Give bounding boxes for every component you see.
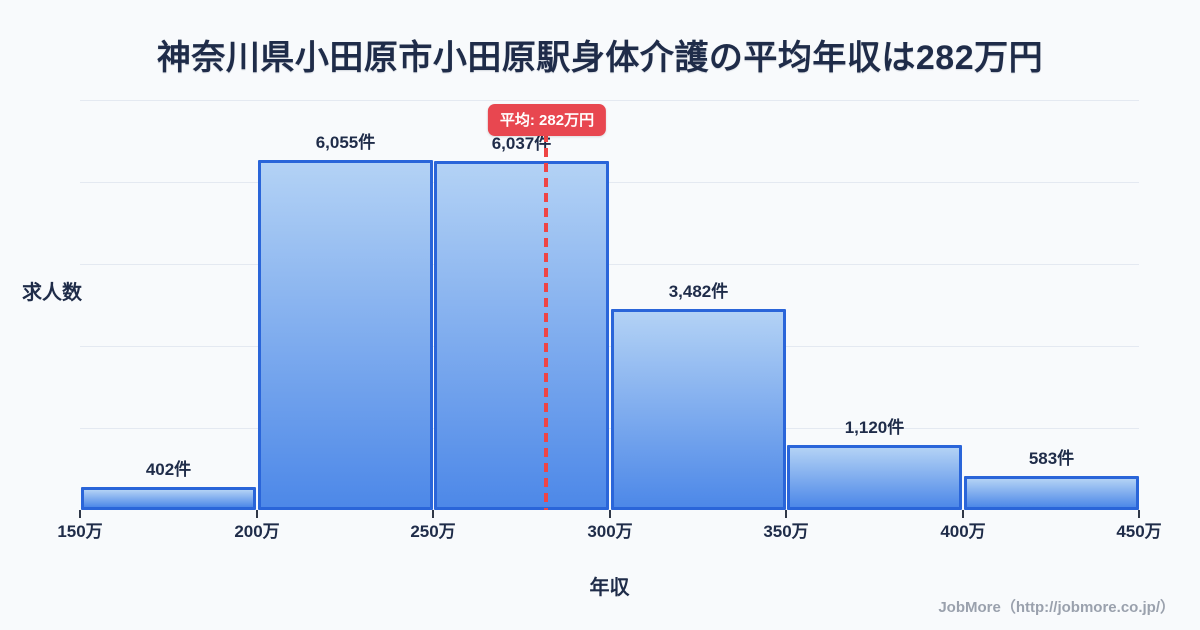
x-tick-label: 300万 [587, 522, 633, 541]
average-badge: 平均: 282万円 [487, 104, 607, 136]
gridline [80, 264, 1139, 265]
histogram-bar [611, 309, 786, 510]
bar-value-label: 3,482件 [668, 282, 729, 301]
gridline [80, 100, 1139, 101]
x-tick-label: 200万 [234, 522, 280, 541]
chart-title: 神奈川県小田原市小田原駅身体介護の平均年収は282万円 [156, 39, 1044, 77]
plot-area: 平均: 282万円 402件 6,055件 6,037件 3,482件 1,120件 58… [57, 100, 1162, 541]
gridline [80, 182, 1139, 183]
footer-credit: JobMore（http://jobmore.co.jp/） [938, 599, 1175, 616]
histogram-bar [434, 161, 609, 510]
bar-value-label: 6,037件 [491, 134, 552, 153]
bar-value-label: 402件 [145, 460, 192, 479]
x-tick-mark [256, 510, 258, 518]
x-axis-label: 年収 [589, 577, 630, 599]
histogram-bar [258, 160, 433, 510]
x-tick-label: 400万 [940, 522, 986, 541]
x-tick-mark [609, 510, 611, 518]
bar-value-label: 1,120件 [844, 418, 905, 437]
x-tick-label: 250万 [410, 522, 456, 541]
histogram-bar [81, 487, 256, 510]
y-axis-label: 求人数 [22, 282, 82, 304]
x-tick-label: 350万 [763, 522, 809, 541]
histogram-bar [787, 445, 962, 510]
x-tick-mark [785, 510, 787, 518]
bar-value-label: 583件 [1028, 449, 1075, 468]
average-line [544, 133, 548, 510]
x-tick-mark [79, 510, 81, 518]
x-tick-mark [1138, 510, 1140, 518]
x-tick-mark [432, 510, 434, 518]
x-tick-mark [962, 510, 964, 518]
histogram-bar [964, 476, 1139, 510]
gridline [80, 428, 1139, 429]
x-tick-label: 150万 [57, 522, 103, 541]
x-tick-label: 450万 [1116, 522, 1162, 541]
gridline [80, 346, 1139, 347]
bar-value-label: 6,055件 [315, 133, 376, 152]
